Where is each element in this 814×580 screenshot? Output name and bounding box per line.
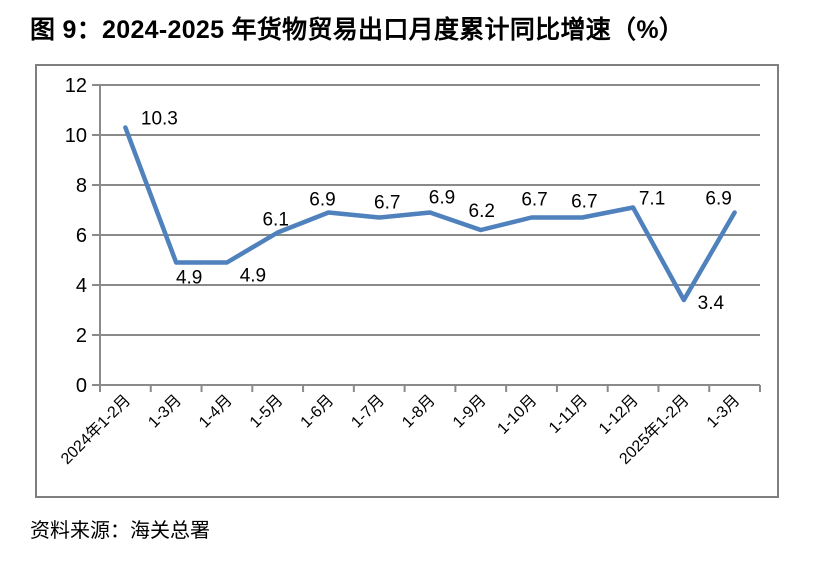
data-label: 6.9 <box>309 190 335 211</box>
data-label: 6.1 <box>262 210 288 231</box>
figure-title: 图 9：2024-2025 年货物贸易出口月度累计同比增速（%） <box>30 16 685 44</box>
data-label: 10.3 <box>141 109 178 130</box>
y-axis-label: 4 <box>76 275 87 297</box>
data-label: 4.9 <box>240 266 266 287</box>
y-axis-label: 10 <box>65 125 87 147</box>
data-label: 6.7 <box>571 192 597 213</box>
chart-panel: 0 2 4 6 8 10 12 2024年1-2月 1-3月 1-4月 1-5月 1-6月 1-7月 1-… <box>35 64 779 498</box>
x-axis-label: 1-12月 <box>596 392 642 438</box>
y-axis-label: 0 <box>76 375 87 397</box>
source-note: 资料来源：海关总署 <box>30 520 210 542</box>
x-axis-label: 1-9月 <box>450 392 490 432</box>
x-axis-label: 1-5月 <box>247 392 287 432</box>
y-axis-label: 2 <box>76 325 87 347</box>
data-label: 6.7 <box>374 193 400 214</box>
data-label: 6.7 <box>521 190 547 211</box>
data-label: 3.4 <box>698 293 725 314</box>
series-line <box>123 125 737 303</box>
x-axis-label: 1-4月 <box>196 392 236 432</box>
y-axis-label: 6 <box>76 225 87 247</box>
x-axis-label: 1-3月 <box>145 392 185 432</box>
x-axis-label: 1-11月 <box>546 392 591 437</box>
y-axis-label: 12 <box>65 75 87 97</box>
y-axis-label: 8 <box>76 175 87 197</box>
data-label: 4.9 <box>176 268 202 289</box>
x-axis-label: 1-8月 <box>399 392 439 432</box>
data-label: 7.1 <box>639 189 665 210</box>
data-label: 6.9 <box>429 188 455 209</box>
x-axis-label: 2024年1-2月 <box>57 391 134 468</box>
data-label: 6.9 <box>705 189 731 210</box>
data-label: 6.2 <box>469 201 495 222</box>
line-chart: 0 2 4 6 8 10 12 2024年1-2月 1-3月 1-4月 1-5月 1-6月 1-7月 1-… <box>57 75 761 468</box>
x-axis-label: 1-6月 <box>298 392 338 432</box>
x-axis-label: 1-3月 <box>704 392 744 432</box>
x-axis-label: 1-10月 <box>494 392 540 438</box>
x-axis-label: 1-7月 <box>348 392 388 432</box>
